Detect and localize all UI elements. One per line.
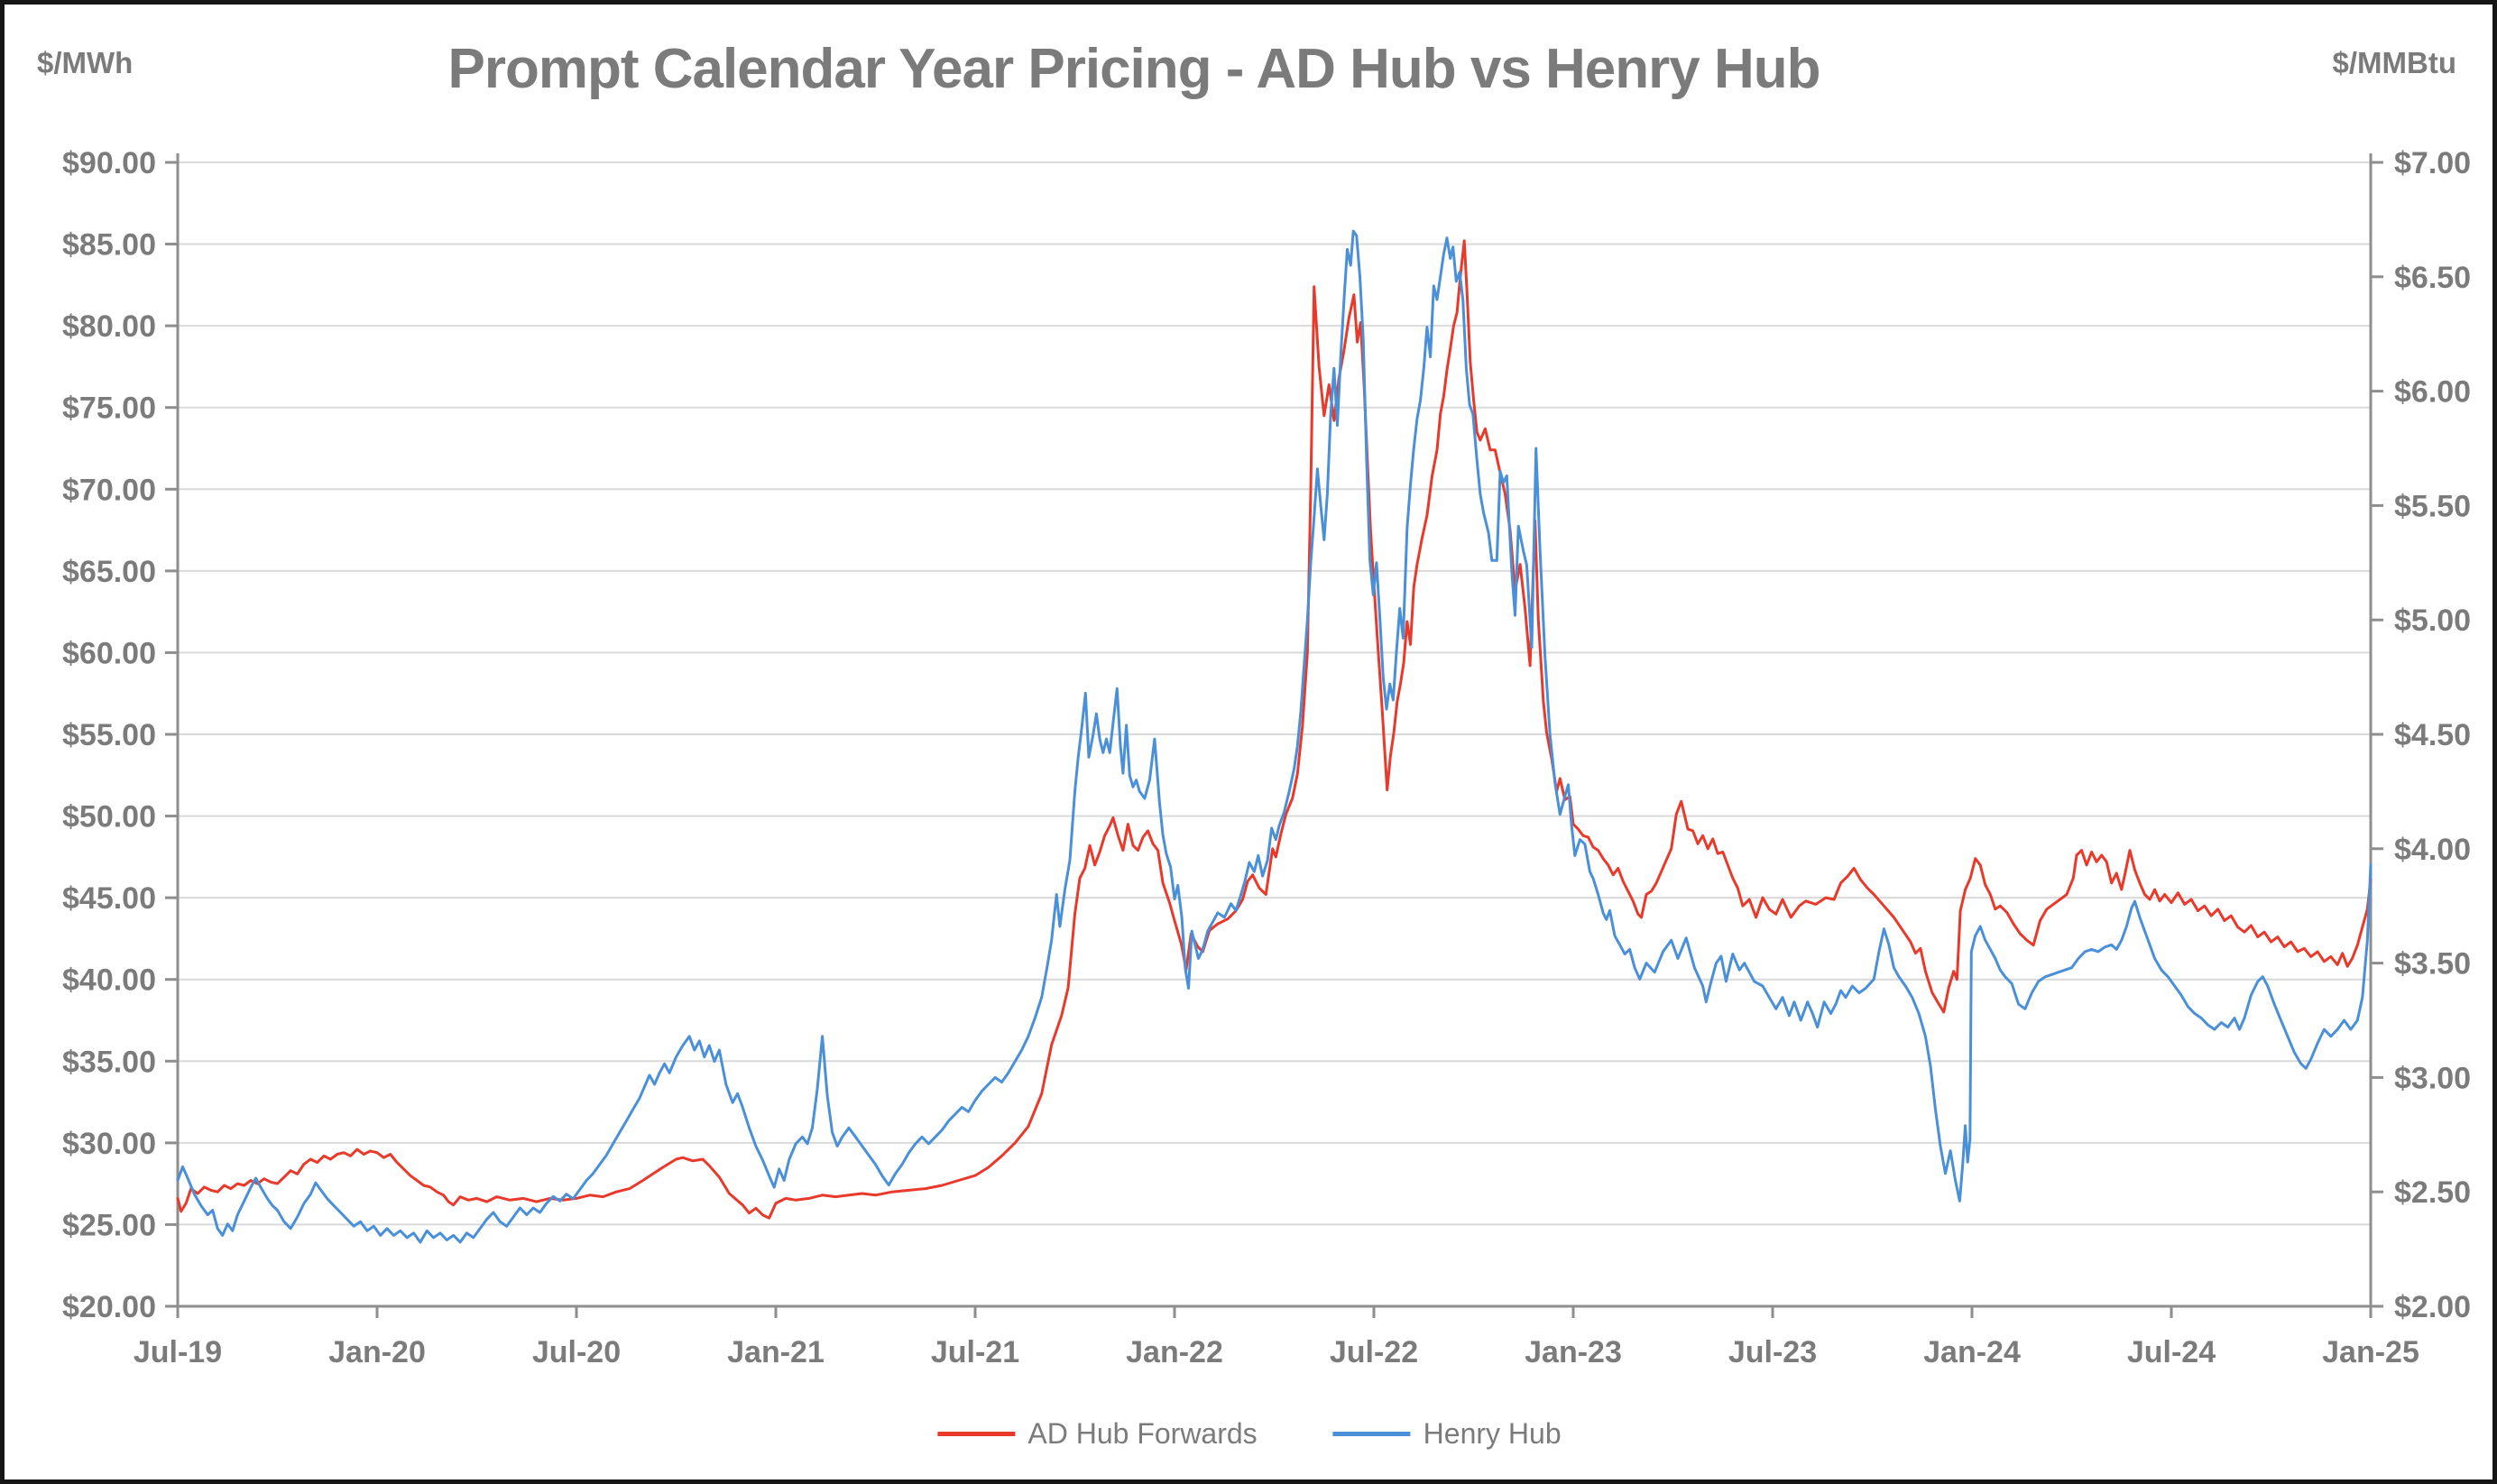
right-axis-tick-label: $2.00 xyxy=(2394,1290,2471,1324)
right-axis-tick-label: $5.50 xyxy=(2394,489,2471,523)
legend-label-henry-hub: Henry Hub xyxy=(1423,1417,1562,1450)
x-axis-tick-label: Jan-22 xyxy=(1126,1335,1223,1369)
x-axis-tick-label: Jan-24 xyxy=(1923,1335,2021,1369)
series-line-henry-hub xyxy=(176,229,2373,1244)
x-axis-tick-label: Jan-23 xyxy=(1525,1335,1622,1369)
left-axis-tick-label: $80.00 xyxy=(62,309,156,344)
x-axis-tick-label: Jul-24 xyxy=(2127,1335,2216,1369)
legend-item-henry-hub[interactable]: Henry Hub xyxy=(1332,1417,1562,1451)
x-axis-tick-label: Jan-21 xyxy=(727,1335,825,1369)
x-axis-tick-label: Jul-21 xyxy=(931,1335,1019,1369)
left-axis-tick-label: $25.00 xyxy=(62,1208,156,1242)
right-axis-unit-label: $/MMBtu xyxy=(2332,46,2456,79)
left-axis-tick-label: $60.00 xyxy=(62,636,156,670)
right-axis-tick-label: $2.50 xyxy=(2394,1175,2471,1210)
x-axis-tick-label: Jul-19 xyxy=(134,1335,222,1369)
left-axis-tick-label: $85.00 xyxy=(62,228,156,263)
left-axis-tick-label: $30.00 xyxy=(62,1127,156,1161)
right-axis-tick-label: $4.00 xyxy=(2394,833,2471,867)
right-axis-tick-label: $6.50 xyxy=(2394,261,2471,295)
left-axis-tick-label: $90.00 xyxy=(62,146,156,180)
right-axis-tick-label: $3.00 xyxy=(2394,1061,2471,1095)
left-axis-tick-label: $65.00 xyxy=(62,555,156,589)
right-axis-tick-label: $5.00 xyxy=(2394,604,2471,638)
price-line-chart: $90.00 $85.00 $80.00 $75.00 $70.00 $65.00 $60.… xyxy=(62,146,2471,1369)
x-axis-tick-label: Jul-23 xyxy=(1728,1335,1817,1369)
series-line-ad-hub-forwards xyxy=(176,239,2373,1220)
legend-item-ad-hub[interactable]: AD Hub Forwards xyxy=(937,1417,1258,1451)
right-axis-tick-label: $6.00 xyxy=(2394,375,2471,410)
henry-hub-line-swatch-icon xyxy=(1332,1432,1411,1436)
left-axis-tick-label: $45.00 xyxy=(62,881,156,916)
left-axis-unit-label: $/MWh xyxy=(37,46,134,79)
right-axis-tick-label: $4.50 xyxy=(2394,718,2471,752)
right-axis-tick-label: $7.00 xyxy=(2394,146,2471,180)
x-axis-tick-label: Jul-22 xyxy=(1330,1335,1418,1369)
chart-legend: AD Hub Forwards Henry Hub xyxy=(937,1417,1562,1451)
left-axis-tick-label: $55.00 xyxy=(62,718,156,752)
left-axis-tick-label: $50.00 xyxy=(62,800,156,834)
legend-label-ad-hub: AD Hub Forwards xyxy=(1027,1417,1258,1450)
left-axis-tick-label: $75.00 xyxy=(62,392,156,426)
ad-hub-line-swatch-icon xyxy=(937,1432,1016,1436)
left-axis-tick-label: $35.00 xyxy=(62,1045,156,1079)
x-axis-tick-label: Jul-20 xyxy=(532,1335,621,1369)
left-axis-tick-label: $40.00 xyxy=(62,963,156,998)
chart-title: Prompt Calendar Year Pricing - AD Hub vs… xyxy=(447,38,1820,100)
right-axis-tick-label: $3.50 xyxy=(2394,947,2471,982)
left-axis-tick-label: $20.00 xyxy=(62,1290,156,1324)
x-axis-tick-label: Jan-25 xyxy=(2322,1335,2419,1369)
x-axis-tick-label: Jan-20 xyxy=(328,1335,426,1369)
left-axis-tick-label: $70.00 xyxy=(62,473,156,507)
